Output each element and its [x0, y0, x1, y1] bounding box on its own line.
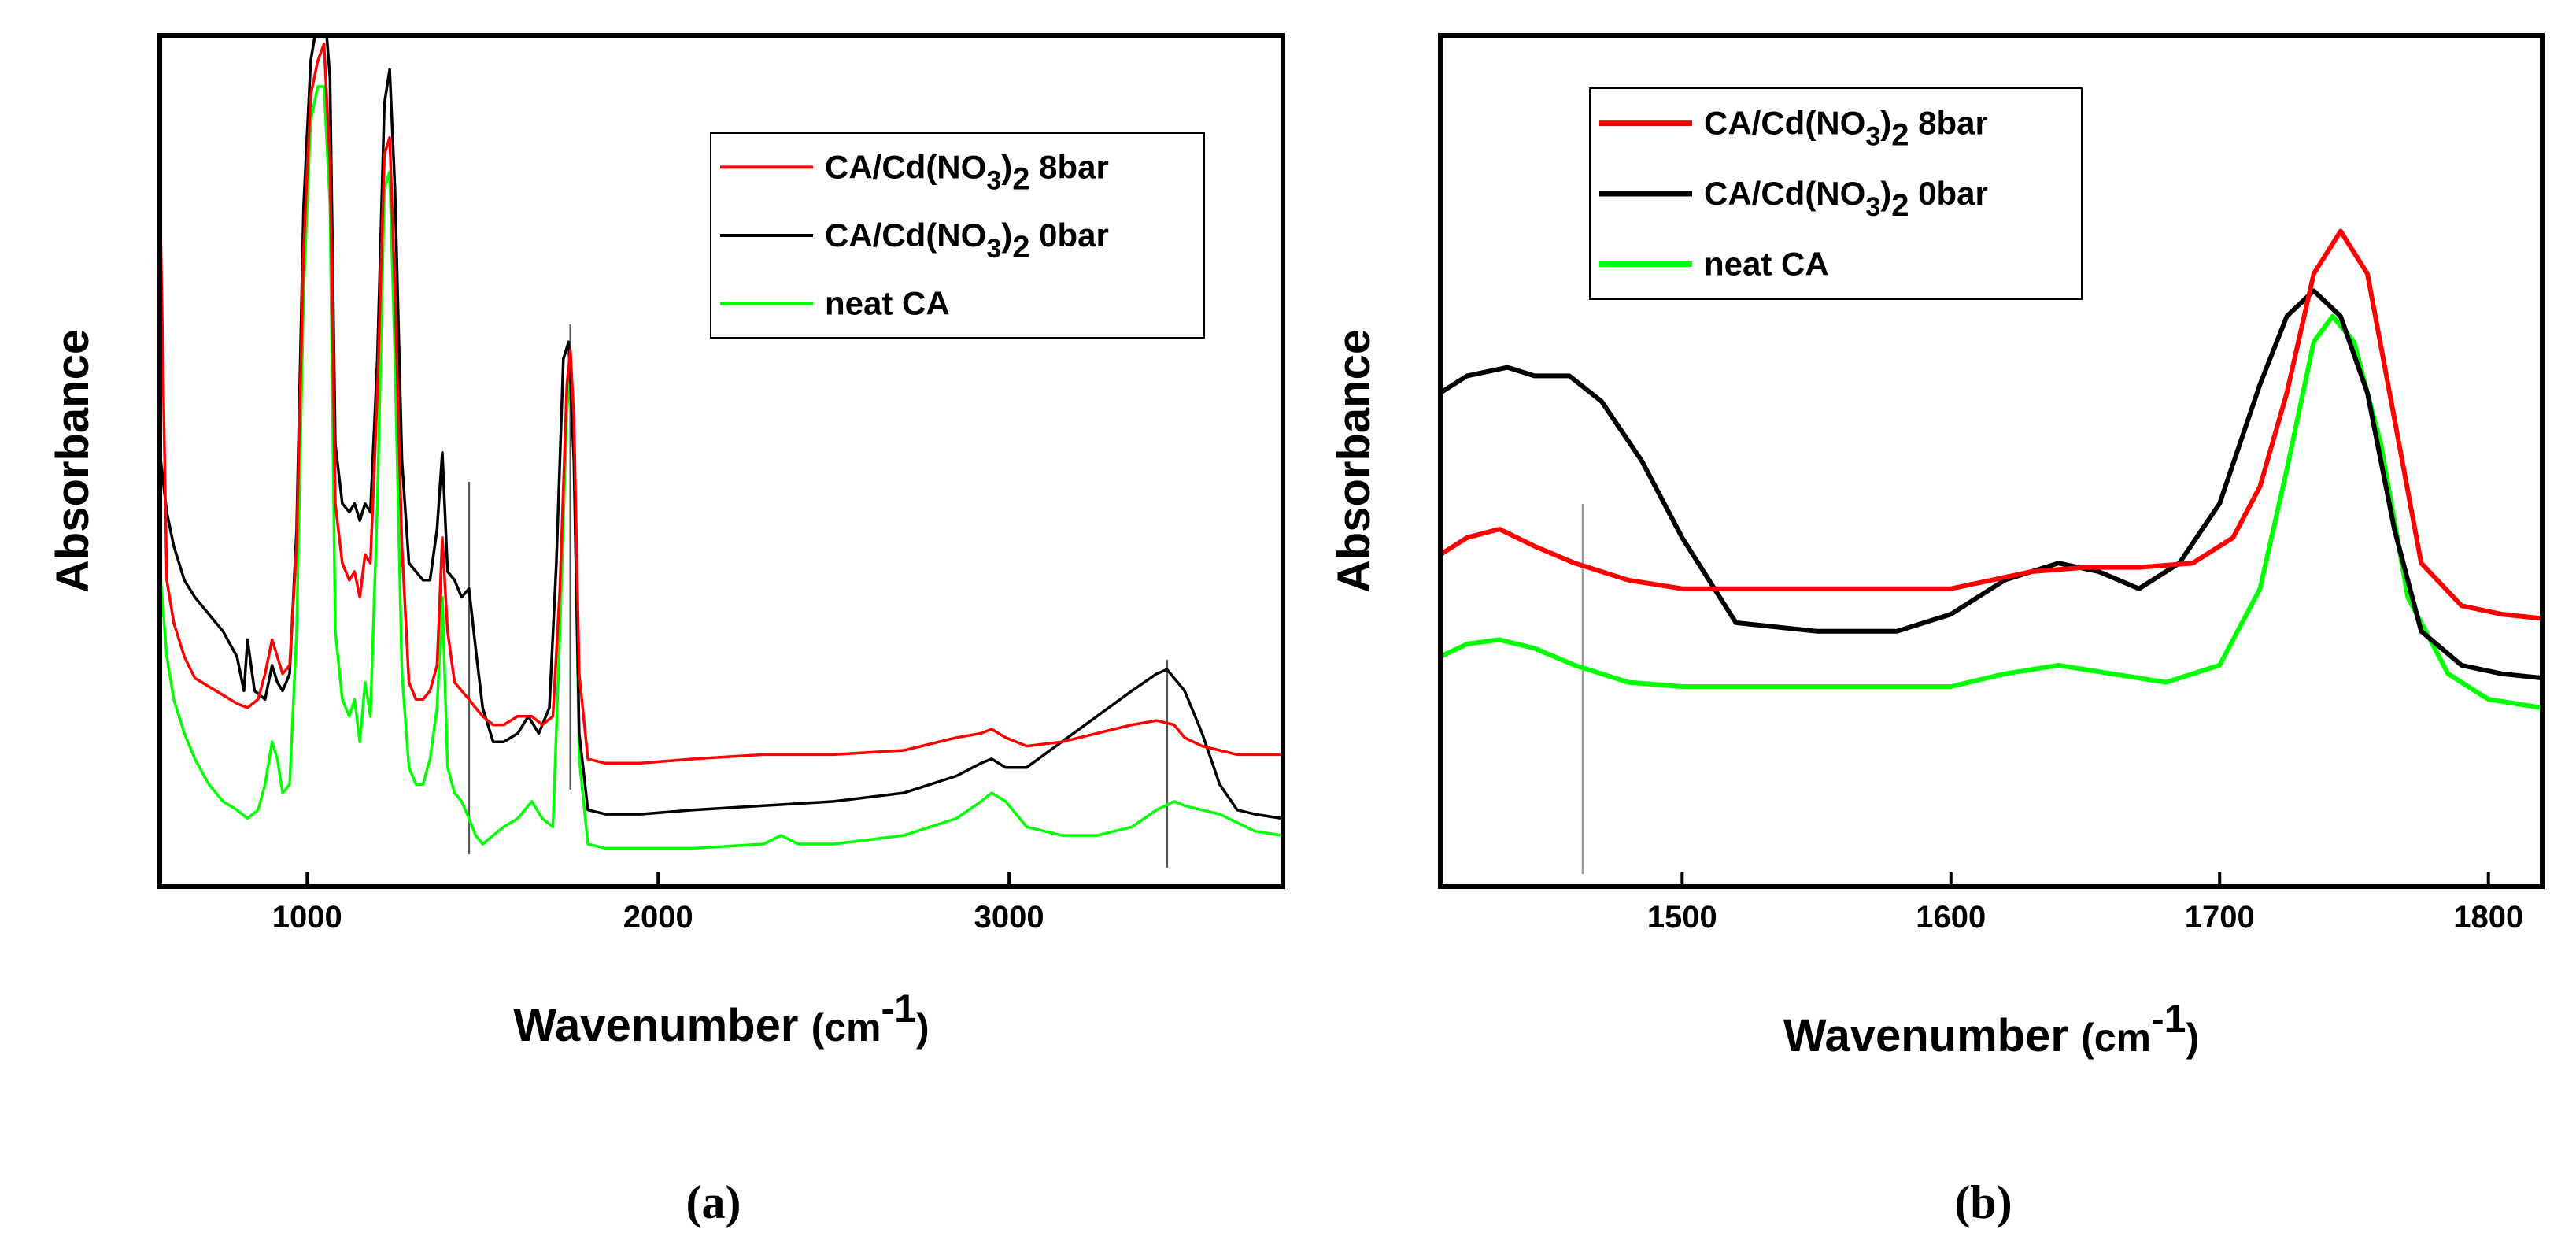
y-axis-title: Absorbance: [1329, 329, 1380, 593]
series-line-ca-cd-no3-2-0bar: [1440, 288, 2542, 681]
legend-entry: CA/Cd(NO3)2 8bar: [1704, 105, 1988, 153]
legend-entry: neat CA: [1704, 245, 1829, 282]
legend: CA/Cd(NO3)2 8bar CA/Cd(NO3)2 0bar neat CA: [710, 132, 1205, 339]
x-tick-label: 2000: [623, 900, 693, 935]
panel-b: 1500 1600 1700 1800 Wavenumber (cm-1) Absorba…: [1329, 33, 2545, 1228]
x-tick-label: 1600: [1916, 900, 1986, 935]
panel-a: 1000 2000 3000 Wavenumber (cm-1) Absorbance C…: [47, 33, 1285, 1228]
legend-entry: CA/Cd(NO3)2 0bar: [1704, 175, 1988, 223]
series-line-neat-ca: [160, 85, 1283, 850]
x-tick-label: 1700: [2185, 900, 2255, 935]
x-axis-title: Wavenumber (cm-1): [513, 987, 929, 1051]
x-tick-label: 1500: [1647, 900, 1717, 935]
x-tick-label: 1800: [2453, 900, 2523, 935]
x-axis-title: Wavenumber (cm-1): [1783, 997, 2199, 1061]
panel-label: (a): [686, 1176, 741, 1228]
x-tick-label: 1000: [272, 900, 342, 935]
legend-entry: CA/Cd(NO3)2 0bar: [825, 217, 1109, 265]
legend-entry: CA/Cd(NO3)2 8bar: [825, 148, 1109, 196]
plot-frame: [1438, 33, 2545, 889]
y-axis-title: Absorbance: [47, 329, 98, 593]
series-line-ca-cd-no3-2-8bar: [1440, 228, 2542, 621]
series-line-ca-cd-no3-2-0bar: [160, 35, 1283, 820]
plot-frame: [157, 33, 1285, 889]
panel-label: (b): [1954, 1176, 2012, 1228]
x-tick-label: 3000: [974, 900, 1044, 935]
series-line-ca-cd-no3-2-8bar: [160, 43, 1283, 765]
series-line-neat-ca: [1440, 313, 2542, 710]
legend-entry: neat CA: [825, 285, 950, 322]
legend: CA/Cd(NO3)2 8bar CA/Cd(NO3)2 0bar neat CA: [1589, 87, 2083, 300]
